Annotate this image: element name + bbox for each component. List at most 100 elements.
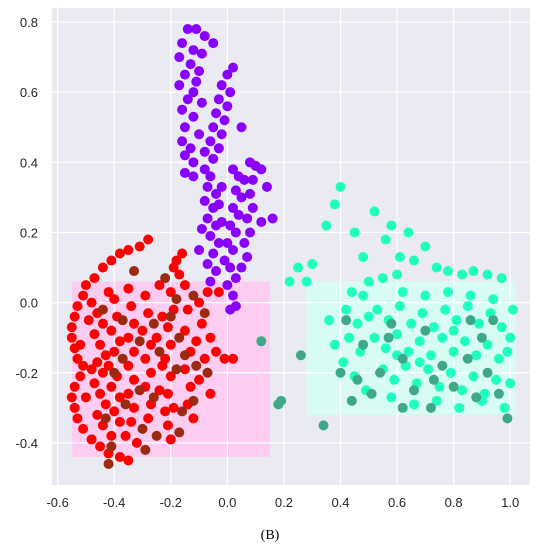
data-point xyxy=(154,346,165,357)
data-point xyxy=(222,237,233,248)
data-point xyxy=(284,276,295,287)
data-point xyxy=(230,273,241,284)
data-point xyxy=(129,346,140,357)
data-point xyxy=(482,269,493,280)
data-point xyxy=(117,353,128,364)
data-point xyxy=(165,371,176,382)
y-tick-label: 0.2 xyxy=(20,225,38,240)
data-point xyxy=(462,353,473,364)
data-point xyxy=(211,266,222,277)
data-point xyxy=(502,346,513,357)
data-point xyxy=(100,350,111,361)
data-point xyxy=(437,332,448,343)
data-point xyxy=(185,59,196,70)
data-point xyxy=(426,350,437,361)
data-point xyxy=(194,297,205,308)
data-point xyxy=(202,213,213,224)
data-point xyxy=(205,171,216,182)
data-point xyxy=(482,367,493,378)
data-point xyxy=(123,245,134,256)
data-point xyxy=(100,413,111,424)
x-tick-label: 0.8 xyxy=(445,495,463,510)
data-point xyxy=(103,287,114,298)
data-point xyxy=(191,336,202,347)
data-point xyxy=(179,122,190,133)
data-point xyxy=(78,360,89,371)
data-point xyxy=(428,322,439,333)
data-point xyxy=(106,255,117,266)
data-point xyxy=(160,353,171,364)
data-point xyxy=(126,416,137,427)
data-point xyxy=(89,329,100,340)
data-point xyxy=(177,406,188,417)
data-point xyxy=(386,392,397,403)
y-tick-label: -0.4 xyxy=(16,436,38,451)
data-point xyxy=(157,311,168,322)
data-point xyxy=(202,181,213,192)
data-point xyxy=(137,423,148,434)
data-point xyxy=(341,315,352,326)
data-point xyxy=(426,402,437,413)
data-point xyxy=(499,402,510,413)
data-point xyxy=(97,262,108,273)
y-tick-label: 0.6 xyxy=(20,85,38,100)
data-point xyxy=(363,311,374,322)
data-point xyxy=(188,87,199,98)
data-point xyxy=(160,273,171,284)
data-point xyxy=(236,262,247,273)
data-point xyxy=(233,209,244,220)
data-point xyxy=(468,371,479,382)
data-point xyxy=(375,367,386,378)
data-point xyxy=(179,280,190,291)
data-point xyxy=(208,248,219,259)
data-point xyxy=(417,308,428,319)
data-point xyxy=(194,66,205,77)
data-point xyxy=(366,388,377,399)
data-point xyxy=(196,318,207,329)
data-point xyxy=(228,290,239,301)
data-point xyxy=(358,290,369,301)
data-point xyxy=(423,364,434,375)
figure-caption: (B) xyxy=(261,528,280,543)
data-point xyxy=(134,336,145,347)
data-point xyxy=(222,101,233,112)
data-point xyxy=(162,322,173,333)
data-point xyxy=(505,332,516,343)
data-point xyxy=(162,388,173,399)
data-point xyxy=(213,94,224,105)
data-point xyxy=(86,364,97,375)
data-point xyxy=(256,336,267,347)
data-point xyxy=(468,266,479,277)
data-point xyxy=(420,325,431,336)
data-point xyxy=(182,24,193,35)
x-tick-label: -0.4 xyxy=(103,495,125,510)
data-point xyxy=(448,325,459,336)
data-point xyxy=(75,371,86,382)
data-point xyxy=(140,444,151,455)
data-point xyxy=(341,304,352,315)
data-point xyxy=(307,259,318,270)
x-axis-tick-labels: -0.6 -0.4 -0.2 0.0 0.2 0.4 0.6 0.8 1.0 xyxy=(46,495,519,510)
data-point xyxy=(123,388,134,399)
data-point xyxy=(434,381,445,392)
data-point xyxy=(145,339,156,350)
data-point xyxy=(202,367,213,378)
data-point xyxy=(208,38,219,49)
x-tick-label: 0.2 xyxy=(275,495,293,510)
data-point xyxy=(236,192,247,203)
data-point xyxy=(346,395,357,406)
data-point xyxy=(143,413,154,424)
data-point xyxy=(188,290,199,301)
data-point xyxy=(420,241,431,252)
data-point xyxy=(179,69,190,80)
data-point xyxy=(171,294,182,305)
data-point xyxy=(66,322,77,333)
data-point xyxy=(69,402,80,413)
data-point xyxy=(380,234,391,245)
data-point xyxy=(72,301,83,312)
data-point xyxy=(205,136,216,147)
data-point xyxy=(349,227,360,238)
data-points xyxy=(66,24,519,469)
data-point xyxy=(179,350,190,361)
data-point xyxy=(114,248,125,259)
